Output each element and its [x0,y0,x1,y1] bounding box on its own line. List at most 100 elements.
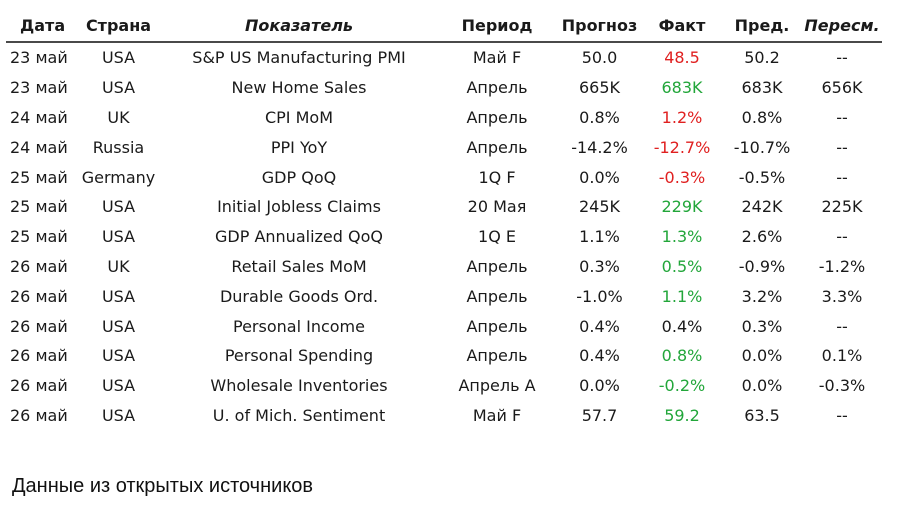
cell-revised: -- [836,227,848,247]
cell-indicator: GDP QoQ [261,167,337,187]
table-body: 23 май USA S&P US Manufacturing PMI Май F 50… [6,43,882,430]
cell-date: 26 май [10,405,68,425]
cell-period: Апрель [466,316,528,336]
header-previous: Пред. [734,16,790,35]
cell-forecast: 0.4% [579,346,620,366]
cell-revised: -- [836,137,848,157]
cell-actual: 0.5% [661,256,703,276]
cell-date: 25 май [10,167,68,187]
table-row: 23 май USA New Home Sales Апрель 665K 683K 683… [6,73,882,103]
table-header: Дата Страна Показатель Период Прогноз Фа… [6,10,882,43]
table-row: 26 май USA Personal Spending Апрель 0.4% 0.8%… [6,341,882,371]
header-revised: Пересм. [804,16,880,35]
cell-actual: 1.2% [661,107,703,127]
cell-actual: 0.4% [661,316,703,336]
cell-date: 26 май [10,286,68,306]
table-row: 25 май Germany GDP QoQ 1Q F 0.0% -0.3% -0.5% -- [6,162,882,192]
cell-date: 26 май [10,316,68,336]
cell-period: 1Q F [478,167,516,187]
cell-revised: -- [836,48,848,68]
cell-period: 1Q E [478,227,516,247]
cell-forecast: 50.0 [581,48,618,68]
cell-forecast: 0.0% [579,167,620,187]
cell-previous: -10.7% [733,137,791,157]
cell-date: 25 май [10,197,68,217]
cell-period: Май F [472,405,522,425]
table-row: 26 май UK Retail Sales MoM Апрель 0.3% 0.5% -0… [6,252,882,282]
cell-country: Russia [92,137,145,157]
cell-country: USA [101,376,136,396]
cell-indicator: GDP Annualized QoQ [215,227,383,247]
cell-revised: -0.3% [818,376,866,396]
cell-period: Апрель [466,137,528,157]
cell-previous: 683K [741,78,783,98]
cell-revised: -- [836,167,848,187]
cell-previous: 242K [741,197,783,217]
cell-revised: -- [836,316,848,336]
header-forecast: Прогноз [561,16,638,35]
cell-forecast: 0.3% [579,256,620,276]
cell-indicator: Personal Spending [224,346,374,366]
cell-actual: -12.7% [653,137,711,157]
cell-country: UK [107,256,130,276]
table-row: 23 май USA S&P US Manufacturing PMI Май F 50… [6,43,882,73]
cell-previous: 63.5 [744,405,780,425]
cell-country: USA [101,48,136,68]
cell-previous: 0.3% [741,316,783,336]
cell-revised: -1.2% [818,256,866,276]
table-row: 25 май USA Initial Jobless Claims 20 Мая 245… [6,192,882,222]
cell-country: UK [107,107,130,127]
cell-country: USA [101,405,136,425]
cell-forecast: 245K [578,197,621,217]
cell-indicator: New Home Sales [231,78,367,98]
cell-date: 25 май [10,227,68,247]
cell-actual: -0.2% [658,376,706,396]
cell-forecast: 57.7 [581,405,618,425]
cell-indicator: CPI MoM [264,107,334,127]
cell-period: Апрель [466,346,528,366]
cell-previous: 2.6% [741,227,783,247]
header-actual: Факт [658,16,706,35]
cell-actual: 1.3% [661,227,703,247]
cell-period: Апрель A [458,376,536,396]
cell-indicator: Retail Sales MoM [231,256,367,276]
cell-revised: 0.1% [821,346,863,366]
cell-forecast: 0.8% [579,107,620,127]
cell-actual: -0.3% [658,167,706,187]
cell-indicator: U. of Mich. Sentiment [212,405,386,425]
table-row: 26 май USA Durable Goods Ord. Апрель -1.0% 1.… [6,281,882,311]
cell-country: USA [101,316,136,336]
cell-country: USA [101,197,136,217]
cell-forecast: 0.4% [579,316,620,336]
cell-date: 23 май [10,78,68,98]
cell-revised: -- [836,405,848,425]
cell-forecast: 665K [578,78,621,98]
cell-date: 26 май [10,376,68,396]
cell-period: Апрель [466,78,528,98]
cell-forecast: -14.2% [571,137,628,157]
cell-previous: 0.0% [741,376,783,396]
cell-previous: 0.8% [741,107,783,127]
cell-actual: 1.1% [661,286,703,306]
cell-revised: 656K [821,78,863,98]
cell-period: Май F [472,48,522,68]
cell-actual: 48.5 [664,48,700,68]
table-row: 26 май USA Wholesale Inventories Апрель A 0.… [6,371,882,401]
table-row: 25 май USA GDP Annualized QoQ 1Q E 1.1% 1.3% 2… [6,222,882,252]
cell-forecast: -1.0% [576,286,623,306]
header-period: Период [461,16,533,35]
cell-previous: 50.2 [744,48,780,68]
cell-date: 26 май [10,256,68,276]
cell-date: 23 май [10,48,68,68]
header-indicator: Показатель [244,16,354,35]
cell-forecast: 1.1% [579,227,620,247]
table-row: 24 май UK CPI MoM Апрель 0.8% 1.2% 0.8% -- [6,103,882,133]
cell-date: 26 май [10,346,68,366]
header-date: Дата [20,16,66,35]
table-row: 26 май USA Personal Income Апрель 0.4% 0.4% 0.… [6,311,882,341]
cell-country: USA [101,227,136,247]
cell-previous: 3.2% [741,286,783,306]
cell-actual: 0.8% [661,346,703,366]
table-row: 26 май USA U. of Mich. Sentiment Май F 57.7 5… [6,401,882,431]
cell-forecast: 0.0% [579,376,620,396]
